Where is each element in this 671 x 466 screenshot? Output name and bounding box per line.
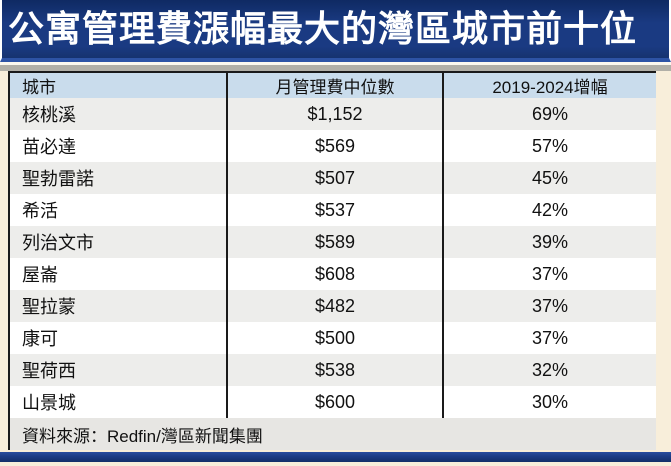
increase-cell: 69% — [443, 98, 656, 130]
fee-table: 城市 月管理費中位數 2019-2024增幅 核桃溪 $1,152 69% 苗必達 $5… — [8, 71, 656, 450]
divider-band — [0, 65, 671, 71]
city-cell: 屋崙 — [9, 258, 228, 290]
increase-cell: 30% — [443, 386, 656, 418]
page-title: 公寓管理費漲幅最大的灣區城市前十位 — [8, 8, 638, 49]
fee-cell: $507 — [227, 162, 444, 194]
table-row: 聖勃雷諾 $507 45% — [9, 162, 656, 194]
city-cell: 聖荷西 — [9, 354, 228, 386]
fee-cell: $482 — [227, 290, 444, 322]
increase-cell: 39% — [443, 226, 656, 258]
increase-cell: 37% — [443, 322, 656, 354]
column-header-increase: 2019-2024增幅 — [443, 72, 656, 98]
increase-cell: 32% — [443, 354, 656, 386]
increase-cell: 57% — [443, 130, 656, 162]
city-cell: 聖勃雷諾 — [9, 162, 228, 194]
fee-cell: $538 — [227, 354, 444, 386]
fee-cell: $1,152 — [227, 98, 444, 130]
city-cell: 核桃溪 — [9, 98, 228, 130]
table-area: 城市 月管理費中位數 2019-2024增幅 核桃溪 $1,152 69% 苗必達 $5… — [0, 71, 671, 450]
table-body: 核桃溪 $1,152 69% 苗必達 $569 57% 聖勃雷諾 $507 45% 希活 $537 4… — [9, 98, 656, 418]
table-row: 聖荷西 $538 32% — [9, 354, 656, 386]
table-row: 希活 $537 42% — [9, 194, 656, 226]
table-row: 山景城 $600 30% — [9, 386, 656, 418]
fee-cell: $608 — [227, 258, 444, 290]
fee-cell: $537 — [227, 194, 444, 226]
table-row: 核桃溪 $1,152 69% — [9, 98, 656, 130]
city-cell: 苗必達 — [9, 130, 228, 162]
table-row: 聖拉蒙 $482 37% — [9, 290, 656, 322]
title-bar: 公寓管理費漲幅最大的灣區城市前十位 — [0, 0, 671, 62]
increase-cell: 45% — [443, 162, 656, 194]
increase-cell: 37% — [443, 290, 656, 322]
fee-cell: $500 — [227, 322, 444, 354]
fee-cell: $600 — [227, 386, 444, 418]
table-row: 列治文市 $589 39% — [9, 226, 656, 258]
fee-cell: $589 — [227, 226, 444, 258]
city-cell: 聖拉蒙 — [9, 290, 228, 322]
title-underline — [0, 62, 671, 65]
city-cell: 列治文市 — [9, 226, 228, 258]
table-row: 苗必達 $569 57% — [9, 130, 656, 162]
table-row: 康可 $500 37% — [9, 322, 656, 354]
city-cell: 希活 — [9, 194, 228, 226]
column-header-median-fee: 月管理費中位數 — [227, 72, 444, 98]
increase-cell: 42% — [443, 194, 656, 226]
city-cell: 山景城 — [9, 386, 228, 418]
header-row: 城市 月管理費中位數 2019-2024增幅 — [9, 72, 656, 98]
bottom-bar — [0, 452, 671, 462]
bottom-margin — [0, 462, 671, 466]
fee-cell: $569 — [227, 130, 444, 162]
table-row: 屋崙 $608 37% — [9, 258, 656, 290]
increase-cell: 37% — [443, 258, 656, 290]
column-header-city: 城市 — [9, 72, 228, 98]
data-source: 資料來源：Redfin/灣區新聞集團 — [9, 418, 656, 450]
source-row: 資料來源：Redfin/灣區新聞集團 — [9, 418, 656, 450]
city-cell: 康可 — [9, 322, 228, 354]
